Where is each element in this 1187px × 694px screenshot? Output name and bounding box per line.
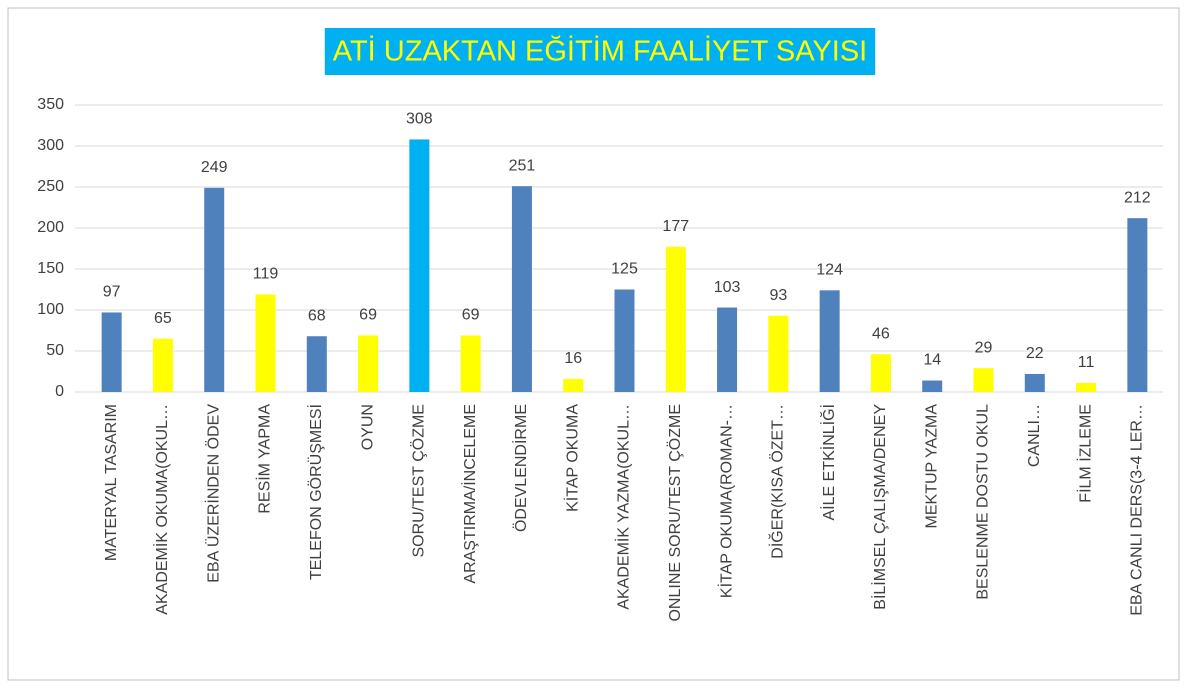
x-tick-label: AKADEMİK YAZMA(OKUL… <box>614 404 633 610</box>
bar <box>255 294 276 392</box>
x-tick-label: EBA ÜZERİNDEN ÖDEV <box>203 404 222 583</box>
value-label: 29 <box>975 339 993 356</box>
bar <box>665 246 686 392</box>
x-tick-label: KİTAP OKUMA <box>562 404 581 512</box>
bar <box>1024 373 1045 392</box>
x-tick-label: FİLM İZLEME <box>1075 404 1094 503</box>
y-tick-label: 0 <box>55 383 64 400</box>
y-tick-label: 200 <box>37 219 64 236</box>
x-tick-label: MATERYAL TASARIM <box>103 404 120 561</box>
value-label: 212 <box>1124 189 1151 206</box>
value-label: 22 <box>1026 345 1044 362</box>
x-tick-label: OYUN <box>359 404 376 450</box>
bar <box>819 290 840 392</box>
y-tick-label: 350 <box>37 96 64 113</box>
x-tick-label: EBA CANLI DERS(3-4 LER… <box>1129 404 1146 616</box>
value-label: 69 <box>359 307 377 324</box>
value-label: 68 <box>308 307 326 324</box>
x-tick-label: ONLINE SORU/TEST ÇÖZME <box>666 404 684 622</box>
value-label: 103 <box>714 279 741 296</box>
x-tick-label: ARAŞTIRMA/İNCELEME <box>460 404 479 584</box>
y-tick-label: 150 <box>37 260 64 277</box>
chart-title: ATİ UZAKTAN EĞİTİM FAALİYET SAYISI <box>333 35 867 68</box>
bar <box>768 315 789 392</box>
y-tick-label: 300 <box>37 137 64 154</box>
y-tick-label: 250 <box>37 178 64 195</box>
value-label: 119 <box>253 266 279 283</box>
x-tick-label: RESİM YAPMA <box>255 404 274 514</box>
value-label: 69 <box>462 307 480 324</box>
value-label: 11 <box>1078 354 1095 371</box>
value-label: 46 <box>872 325 890 342</box>
bar <box>306 336 327 392</box>
bar <box>922 380 943 392</box>
bar <box>1076 382 1097 392</box>
bar <box>1127 218 1148 392</box>
value-label: 125 <box>611 261 638 278</box>
bar <box>870 354 891 392</box>
bar <box>460 335 481 392</box>
x-tick-label: SORU/TEST ÇÖZME <box>410 404 428 557</box>
bar <box>101 312 122 392</box>
y-tick-label: 50 <box>46 342 64 359</box>
value-label: 124 <box>816 262 843 279</box>
x-tick-label: BESLENME DOSTU OKUL <box>975 404 992 600</box>
x-tick-label: KİTAP OKUMA(ROMAN-… <box>716 404 735 598</box>
bar <box>409 139 430 392</box>
x-tick-label: CANLI… <box>1026 404 1043 467</box>
title-background <box>324 28 876 75</box>
value-label: 97 <box>103 284 121 301</box>
x-tick-label: BİLİMSEL ÇALIŞMA/DENEY <box>870 404 889 610</box>
x-tick-label: AKADEMİK OKUMA(OKUL… <box>152 404 171 615</box>
x-tick-label: ÖDEVLENDİRME <box>511 404 530 532</box>
value-label: 177 <box>662 218 689 235</box>
value-label: 14 <box>923 352 941 369</box>
x-tick-label: AİLE ETKİNLİĞİ <box>819 404 838 520</box>
bar <box>152 338 173 392</box>
value-label: 251 <box>509 157 536 174</box>
value-label: 16 <box>564 350 582 367</box>
y-tick-label: 100 <box>37 301 64 318</box>
x-tick-label: MEKTUP YAZMA <box>923 404 940 529</box>
value-label: 65 <box>154 310 172 327</box>
chart-frame <box>7 7 1180 681</box>
bar <box>358 335 379 392</box>
x-tick-label: DİĞER(KISA ÖZET… <box>768 404 787 559</box>
bar <box>511 186 532 392</box>
value-label: 93 <box>769 287 787 304</box>
bar <box>973 368 994 392</box>
bar <box>204 187 225 392</box>
value-label: 308 <box>406 111 433 128</box>
bar <box>717 307 738 392</box>
x-tick-label: TELEFON GÖRÜŞMESİ <box>306 404 325 580</box>
bar <box>563 378 584 392</box>
bar <box>614 289 635 392</box>
value-label: 249 <box>201 159 228 176</box>
